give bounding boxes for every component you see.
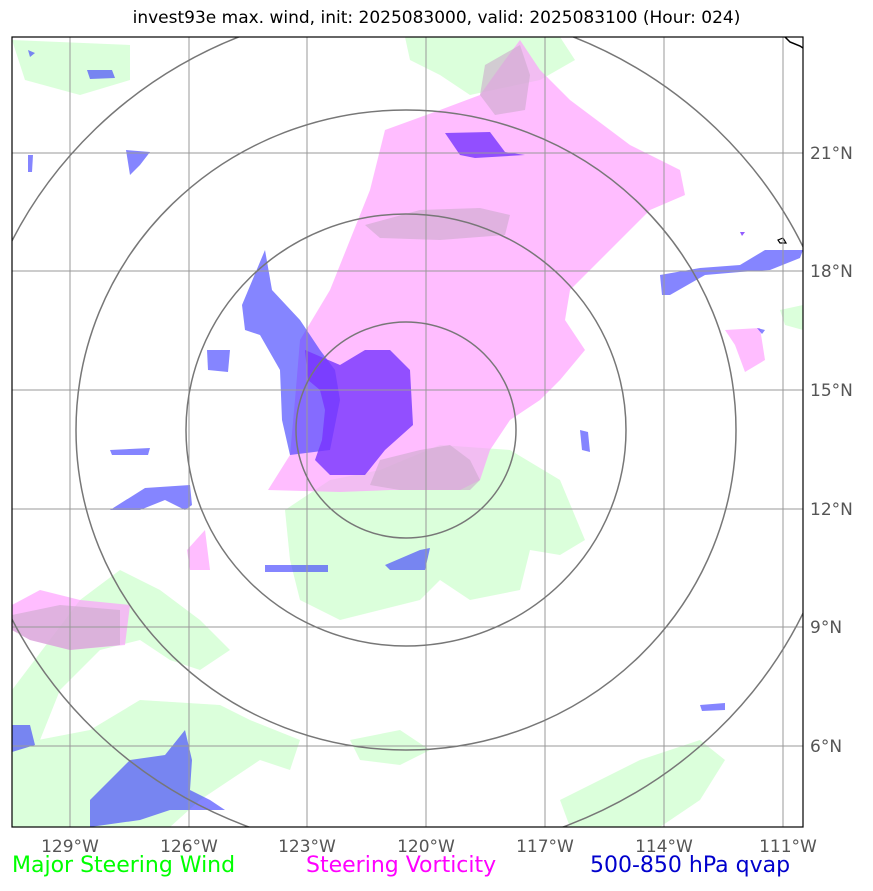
graticule (12, 37, 803, 827)
lon-label: 123°W (278, 837, 336, 857)
lat-label: 18°N (810, 262, 853, 282)
range-ring-1 (295, 321, 517, 539)
lat-label: 15°N (810, 381, 853, 401)
longitude-labels: 129°W 126°W 123°W 120°W 117°W 114°W 111°… (41, 837, 817, 857)
lon-label: 129°W (41, 837, 99, 857)
legend-steering-vorticity: Steering Vorticity (306, 853, 497, 878)
lat-label: 21°N (810, 144, 853, 164)
coastline (784, 37, 803, 49)
map-frame-border (11, 36, 804, 828)
lon-label: 114°W (635, 837, 693, 857)
lon-label: 126°W (160, 837, 218, 857)
latitude-labels: 21°N 18°N 15°N 12°N 9°N 6°N (810, 144, 853, 757)
range-ring-3 (75, 109, 737, 751)
lat-label: 6°N (810, 737, 842, 757)
range-rings (12, 37, 803, 827)
range-ring-2 (185, 213, 627, 647)
island-outline (777, 237, 788, 244)
lon-label: 111°W (759, 837, 817, 857)
legend-qvap: 500-850 hPa qvap (590, 853, 791, 878)
qvap-layer (12, 50, 803, 827)
lat-label: 9°N (810, 618, 842, 638)
map-title: invest93e max. wind, init: 2025083000, v… (132, 8, 741, 28)
lon-label: 117°W (516, 837, 574, 857)
legend-steering-wind: Major Steering Wind (12, 853, 236, 878)
lon-label: 120°W (397, 837, 455, 857)
vorticity-qvap-overlap (305, 132, 745, 475)
lat-label: 12°N (810, 500, 853, 520)
